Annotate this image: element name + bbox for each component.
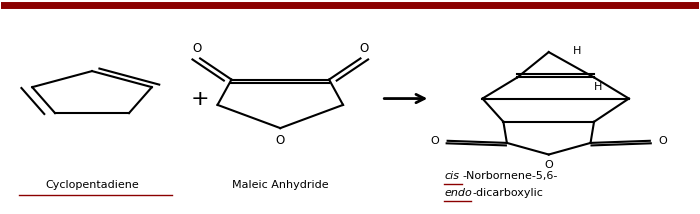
Text: H: H <box>573 46 582 56</box>
Text: O: O <box>276 134 285 147</box>
Text: H: H <box>594 82 603 92</box>
Text: Maleic Anhydride: Maleic Anhydride <box>232 180 328 190</box>
Text: +: + <box>191 89 209 108</box>
Text: endo: endo <box>444 187 472 198</box>
Text: -Norbornene-5,6-: -Norbornene-5,6- <box>463 171 559 181</box>
Text: -dicarboxylic: -dicarboxylic <box>472 187 543 198</box>
Text: O: O <box>545 160 553 170</box>
Text: O: O <box>658 136 667 146</box>
Text: cis: cis <box>444 171 459 181</box>
Text: O: O <box>430 136 439 146</box>
Text: O: O <box>192 42 201 55</box>
Text: Cyclopentadiene: Cyclopentadiene <box>46 180 139 190</box>
Text: O: O <box>359 42 369 55</box>
